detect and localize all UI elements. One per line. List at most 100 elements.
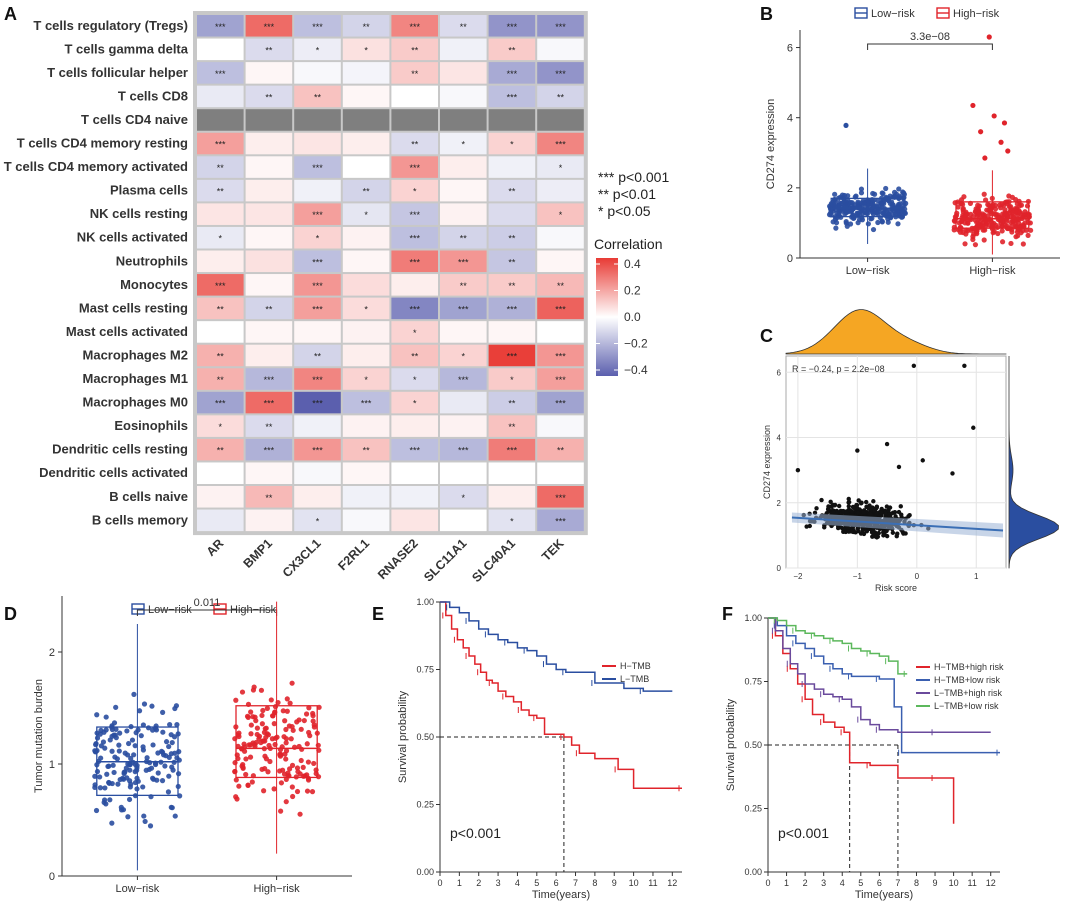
data-point <box>104 771 110 777</box>
x-tick-label: 7 <box>573 878 578 888</box>
y-tick-label: 0.00 <box>416 867 434 877</box>
y-axis-label: Tumor mutation burden <box>33 679 45 793</box>
significance-stars: *** <box>312 446 323 456</box>
data-point <box>992 206 999 212</box>
data-point <box>170 767 176 773</box>
fit-line <box>791 516 1004 532</box>
x-tick-label: 1 <box>784 878 789 888</box>
data-point <box>855 211 861 217</box>
data-point <box>313 770 319 777</box>
data-point <box>289 784 295 790</box>
data-point <box>891 189 898 195</box>
data-point <box>837 194 843 200</box>
significance-stars: * <box>219 234 223 244</box>
data-point <box>103 714 109 720</box>
data-point <box>113 735 119 741</box>
panel-letter-e: E <box>372 604 384 624</box>
data-point <box>887 193 893 199</box>
data-point <box>301 717 307 724</box>
y-tick-label: 0.25 <box>416 800 434 810</box>
data-point <box>109 726 115 733</box>
heatmap-row-label: T cells regulatory (Tregs) <box>33 18 188 33</box>
heatmap-cell <box>488 62 536 84</box>
heatmap-cell <box>440 321 487 343</box>
survival-curve <box>768 617 991 734</box>
data-point <box>271 786 277 792</box>
heatmap-cell <box>537 297 584 320</box>
data-point <box>236 783 242 789</box>
heatmap-column-label: AR <box>204 536 227 559</box>
data-point <box>885 216 891 222</box>
data-point <box>234 796 240 802</box>
heatmap-row-label: Dendritic cells activated <box>39 465 188 480</box>
y-axis-label: Survival probability <box>397 690 409 783</box>
significance-stars: *** <box>312 210 323 220</box>
heatmap-cell <box>197 203 244 225</box>
data-point <box>1006 193 1012 199</box>
heatmap-column-label: RNASE2 <box>375 536 421 582</box>
significance-stars: ** <box>411 140 419 150</box>
significance-stars: *** <box>312 304 323 314</box>
heatmap-cell <box>488 203 536 225</box>
significance-stars: *** <box>507 446 518 456</box>
data-point <box>291 744 298 750</box>
panel-letter-b: B <box>760 4 773 24</box>
data-point <box>134 786 140 792</box>
data-point <box>233 777 239 783</box>
data-point <box>859 206 866 212</box>
heatmap-cell <box>245 368 293 390</box>
heatmap-cell <box>488 132 536 155</box>
significance-stars: ** <box>363 22 371 32</box>
data-point <box>143 767 149 773</box>
heatmap-row-label: Plasma cells <box>110 183 188 198</box>
heatmap-cell <box>342 85 390 108</box>
heatmap-column-label: SLC40A1 <box>469 536 518 585</box>
x-tick-label: 2 <box>476 878 481 888</box>
data-point <box>284 696 290 702</box>
data-point <box>235 755 241 762</box>
significance-stars: *** <box>215 399 226 409</box>
data-point <box>287 766 293 772</box>
data-point <box>94 712 100 718</box>
x-tick-label: 8 <box>592 878 597 888</box>
significance-stars: *** <box>555 304 566 314</box>
data-point <box>149 703 155 709</box>
data-point <box>874 504 880 509</box>
data-point <box>870 226 877 233</box>
significance-stars: * <box>316 45 320 55</box>
data-point <box>849 509 855 514</box>
heatmap-cell <box>342 438 390 461</box>
x-tick-label: 1 <box>457 878 462 888</box>
data-point <box>871 203 877 209</box>
heatmap-cell <box>197 62 244 84</box>
heatmap-cell <box>488 344 536 367</box>
data-point <box>232 768 238 775</box>
data-point <box>264 705 270 711</box>
data-point <box>999 228 1005 234</box>
data-point <box>248 722 254 728</box>
heatmap-row-label: B cells memory <box>92 512 189 527</box>
data-point <box>100 739 107 745</box>
data-point <box>1003 218 1009 224</box>
data-point <box>999 223 1005 229</box>
data-point <box>138 733 144 739</box>
data-point <box>896 186 902 192</box>
heatmap-row-label: Macrophages M2 <box>83 347 188 362</box>
data-point <box>887 505 893 510</box>
heatmap-row-label: T cells CD4 memory resting <box>17 136 188 151</box>
heatmap-cell <box>391 62 438 84</box>
heatmap-row-label: Mast cells resting <box>79 300 188 315</box>
data-point <box>895 531 900 536</box>
x-tick-label: 0 <box>915 572 920 581</box>
data-point <box>159 778 166 784</box>
heatmap-cell <box>294 415 341 437</box>
heatmap-cell <box>488 156 536 178</box>
data-point <box>842 202 848 208</box>
data-point <box>246 742 252 748</box>
data-point <box>232 760 238 766</box>
x-tick-label: 7 <box>895 878 900 888</box>
pvalue-bracket <box>867 43 993 50</box>
significance-stars: *** <box>507 22 518 32</box>
data-point <box>310 710 316 717</box>
